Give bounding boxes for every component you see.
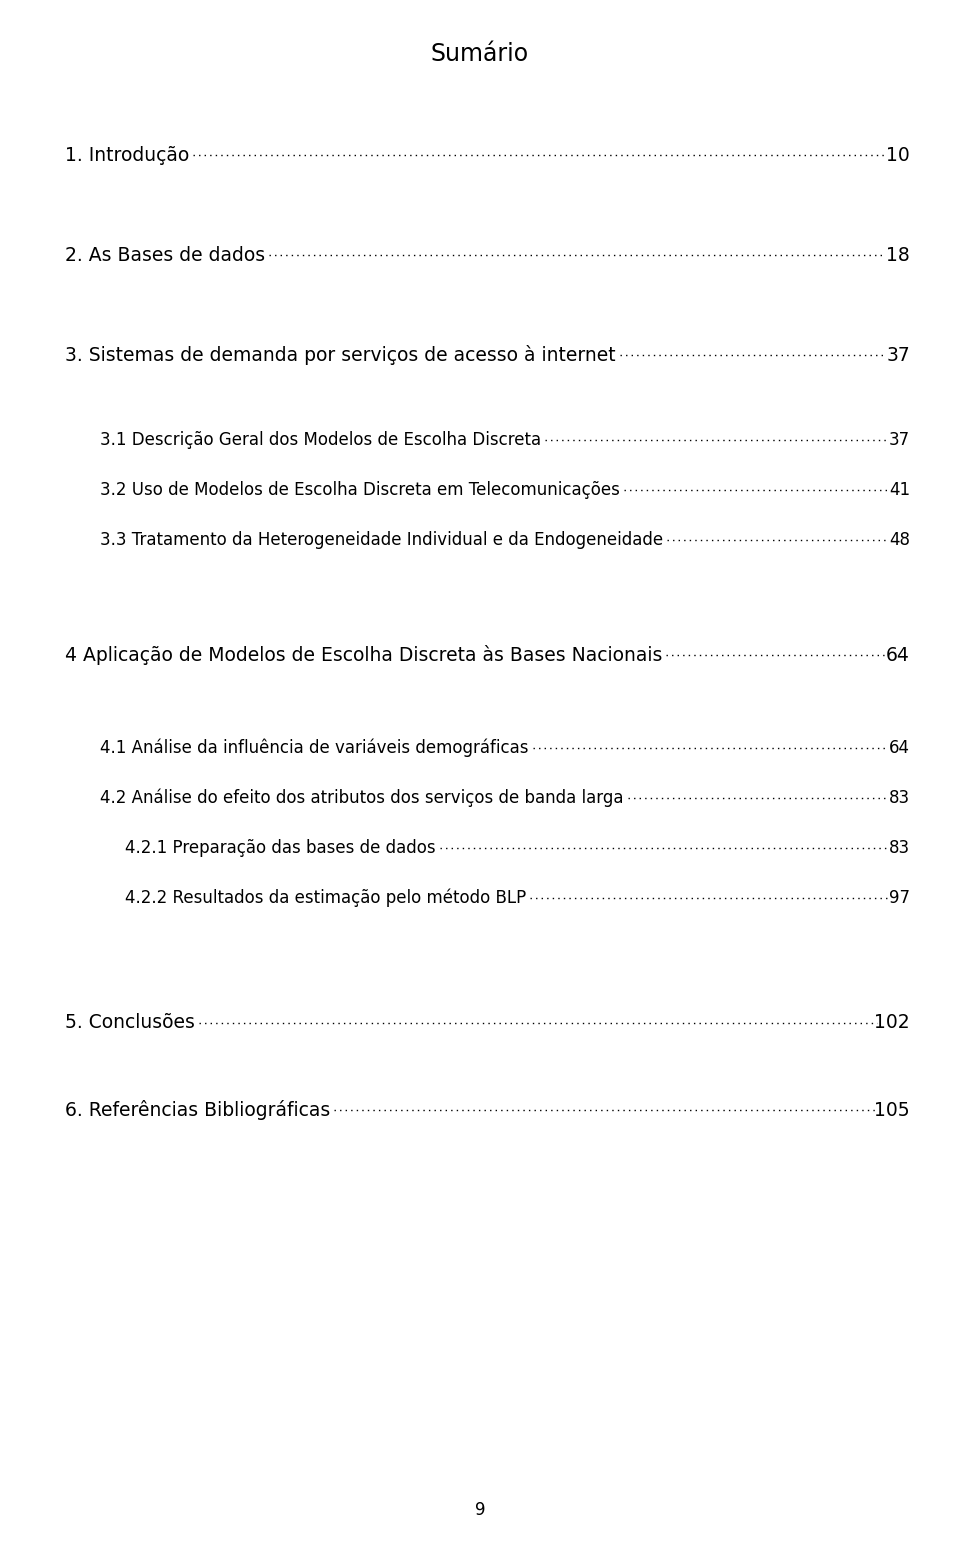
Text: 64: 64: [889, 740, 910, 757]
Text: 6. Referências Bibliográficas: 6. Referências Bibliográficas: [65, 1099, 330, 1119]
Text: 102: 102: [875, 1014, 910, 1032]
Text: 9: 9: [475, 1501, 485, 1520]
Text: 37: 37: [889, 431, 910, 448]
Text: 97: 97: [889, 889, 910, 908]
Text: 3.1 Descrição Geral dos Modelos de Escolha Discreta: 3.1 Descrição Geral dos Modelos de Escol…: [100, 431, 541, 448]
Text: 41: 41: [889, 481, 910, 498]
Text: 105: 105: [875, 1101, 910, 1119]
Text: 83: 83: [889, 839, 910, 856]
Text: 4.1 Análise da influência de variáveis demográficas: 4.1 Análise da influência de variáveis d…: [100, 738, 529, 757]
Text: 64: 64: [886, 646, 910, 665]
Text: 2. As Bases de dados: 2. As Bases de dados: [65, 246, 265, 265]
Text: 3.2 Uso de Modelos de Escolha Discreta em Telecomunicações: 3.2 Uso de Modelos de Escolha Discreta e…: [100, 481, 620, 498]
Text: 1. Introdução: 1. Introdução: [65, 145, 189, 165]
Text: 5. Conclusões: 5. Conclusões: [65, 1014, 195, 1032]
Text: 4 Aplicação de Modelos de Escolha Discreta às Bases Nacionais: 4 Aplicação de Modelos de Escolha Discre…: [65, 645, 662, 665]
Text: Sumário: Sumário: [431, 42, 529, 65]
Text: 37: 37: [886, 346, 910, 364]
Text: 48: 48: [889, 531, 910, 550]
Text: 4.2.2 Resultados da estimação pelo método BLP: 4.2.2 Resultados da estimação pelo métod…: [125, 889, 526, 908]
Text: 83: 83: [889, 789, 910, 807]
Text: 4.2.1 Preparação das bases de dados: 4.2.1 Preparação das bases de dados: [125, 839, 436, 856]
Text: 3.3 Tratamento da Heterogeneidade Individual e da Endogeneidade: 3.3 Tratamento da Heterogeneidade Indivi…: [100, 531, 663, 550]
Text: 10: 10: [886, 145, 910, 165]
Text: 18: 18: [886, 246, 910, 265]
Text: 3. Sistemas de demanda por serviços de acesso à internet: 3. Sistemas de demanda por serviços de a…: [65, 346, 615, 364]
Text: 4.2 Análise do efeito dos atributos dos serviços de banda larga: 4.2 Análise do efeito dos atributos dos …: [100, 789, 623, 807]
